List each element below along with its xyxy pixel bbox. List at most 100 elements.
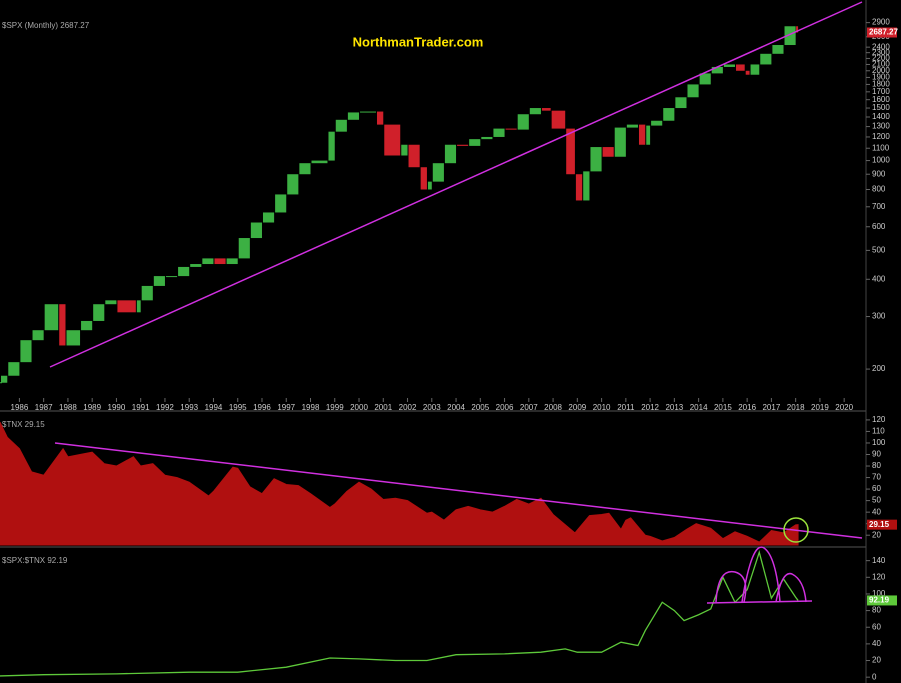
candle [202,258,214,265]
x-tick-label: 2006 [496,403,514,412]
legend: $TNX 29.15 [2,420,45,429]
legend: $SPX (Monthly) 2687.27 [2,21,90,30]
candle [360,111,376,113]
y-tick-label: 200 [872,364,886,373]
x-tick-label: 2003 [423,403,441,412]
y-tick-label: 900 [872,169,886,178]
last-value-label: 2687.27 [869,28,898,37]
y-tick-label: 20 [872,530,881,539]
last-value-label: 92.19 [869,596,890,605]
candle [93,304,105,321]
x-tick-label: 2010 [593,403,611,412]
y-tick-label: 2900 [872,18,890,27]
x-tick-label: 2017 [762,403,780,412]
candle [566,128,575,175]
pattern-arcs [715,546,807,603]
x-tick-label: 2000 [350,403,368,412]
candle [784,26,796,46]
y-tick-label: 500 [872,245,886,254]
y-tick-label: 0 [872,672,877,681]
x-tick-label: 2015 [714,403,732,412]
candle [250,222,262,239]
candle [529,108,541,115]
y-tick-label: 2000 [872,66,890,75]
candle [105,300,117,305]
candle [117,300,136,313]
y-tick-label: 1600 [872,95,890,104]
y-tick-label: 1400 [872,112,890,121]
candle [614,127,626,157]
candle [420,167,427,190]
x-tick-label: 2001 [374,403,392,412]
x-tick-label: 1986 [11,403,29,412]
candle [736,64,745,71]
y-tick-label: 2400 [872,42,890,51]
x-tick-label: 1994 [205,403,223,412]
candle [32,330,44,341]
x-tick-label: 1990 [108,403,126,412]
y-tick-label: 60 [872,622,881,631]
candle [663,108,675,121]
candle [1,375,8,383]
x-tick-label: 2004 [447,403,465,412]
y-tick-label: 1700 [872,87,890,96]
x-tick-label: 1991 [132,403,150,412]
x-tick-label: 2014 [690,403,708,412]
candle [505,128,517,130]
x-tick-label: 1988 [59,403,77,412]
y-tick-label: 2100 [872,60,890,69]
candle [750,64,760,75]
y-tick-label: 1200 [872,132,890,141]
y-tick-label: 80 [872,461,881,470]
candle [153,276,165,286]
candle [432,163,444,182]
y-tick-label: 80 [872,606,881,615]
x-tick-label: 1997 [277,403,295,412]
y-tick-label: 20 [872,656,881,665]
x-tick-label: 1989 [83,403,101,412]
candle [141,285,153,301]
x-tick-label: 2007 [520,403,538,412]
last-value-badge [867,595,897,606]
x-tick-label: 2009 [568,403,586,412]
y-tick-label: 1800 [872,80,890,89]
y-tick-label: 400 [872,274,886,283]
x-tick-label: 1995 [229,403,247,412]
y-tick-label: 1300 [872,122,890,131]
y-tick-label: 700 [872,202,886,211]
x-tick-label: 1992 [156,403,174,412]
y-tick-label: 1900 [872,73,890,82]
candle [745,70,750,75]
candle [602,147,614,157]
x-tick-label: 2020 [835,403,853,412]
y-tick-label: 1500 [872,103,890,112]
candle [287,174,299,195]
candle [335,119,347,132]
candle [401,144,408,156]
candle [328,131,335,161]
y-tick-label: 140 [872,556,886,565]
x-tick-label: 2018 [787,403,805,412]
y-tick-label: 60 [872,484,881,493]
candle [311,160,328,164]
trendline [54,442,863,539]
y-tick-label: 2300 [872,48,890,57]
watermark: NorthmanTrader.com [353,34,484,49]
candle [165,276,178,278]
candle [226,258,238,265]
x-tick-label: 1996 [253,403,271,412]
candle [651,120,663,126]
candle [638,124,646,145]
candle [299,163,311,175]
candle [723,64,736,67]
candle [590,147,602,172]
candle [384,124,401,156]
candle [44,304,59,331]
last-value-badge [867,27,897,38]
candle [8,362,20,376]
candle [66,330,81,346]
candle [190,264,202,267]
candle [457,144,469,146]
